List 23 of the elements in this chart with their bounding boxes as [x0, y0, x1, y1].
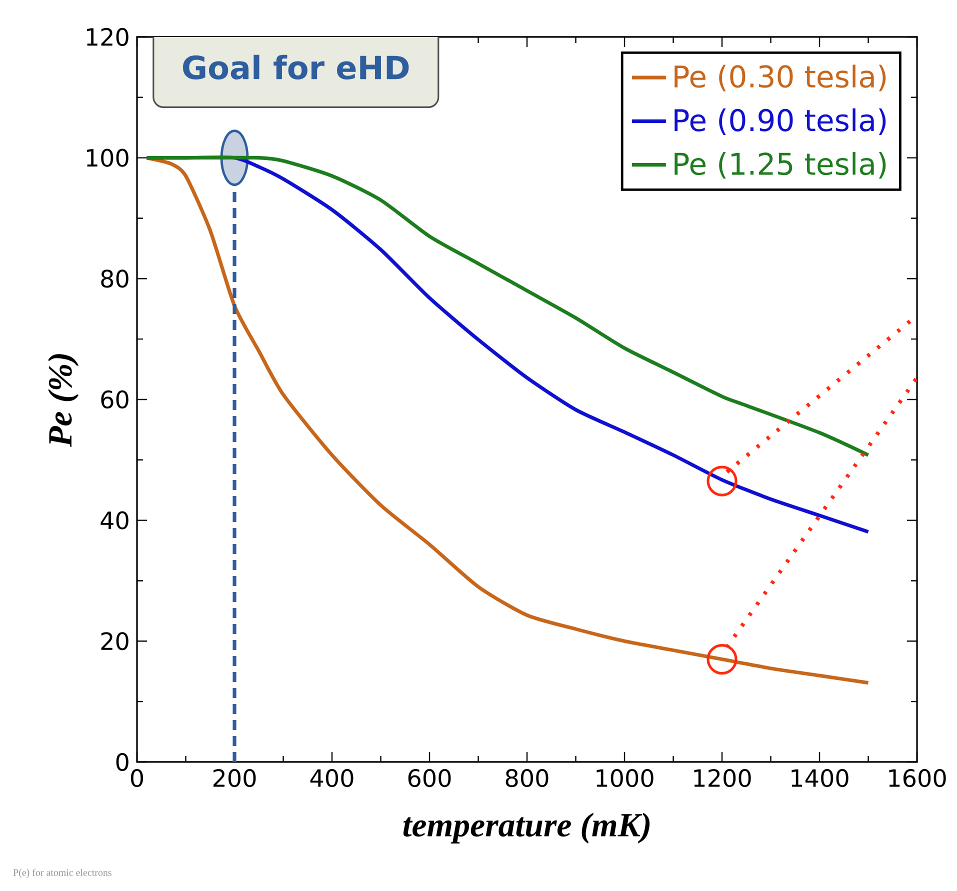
y-tick-label: 120 [86, 28, 128, 46]
y-tick-label: 40 [100, 511, 128, 530]
x-tick-label: 1200 [694, 769, 751, 788]
text: P(e) for atomic electrons [13, 868, 112, 878]
x-tick-label: 200 [213, 769, 256, 788]
x-axis-title: temperature (mK) [403, 812, 650, 844]
text: Pe (0.30 tesla) [674, 64, 886, 92]
y-tick-label: 80 [101, 270, 128, 288]
y-tick-label: 60 [101, 390, 128, 409]
x-tick-label: 800 [506, 769, 548, 788]
y-tick-label: 0 [116, 752, 128, 772]
y-tick-label: 20 [101, 632, 128, 650]
ref-line-label: Goal for eHD [183, 54, 409, 80]
x-tick-label: 1600 [889, 769, 946, 788]
text: Pe (0.90 tesla) [674, 108, 886, 135]
y-tick-label: 100 [86, 148, 128, 167]
x-tick-label: 400 [310, 769, 354, 788]
x-tick-label: 1400 [792, 769, 848, 788]
x-tick-label: 1000 [596, 769, 654, 788]
text: Pe (1.25 tesla) [674, 152, 886, 179]
x-tick-label: 600 [408, 769, 451, 788]
y-axis-title: Pe (%) [48, 354, 79, 447]
x-tick-label: 0 [130, 769, 144, 788]
